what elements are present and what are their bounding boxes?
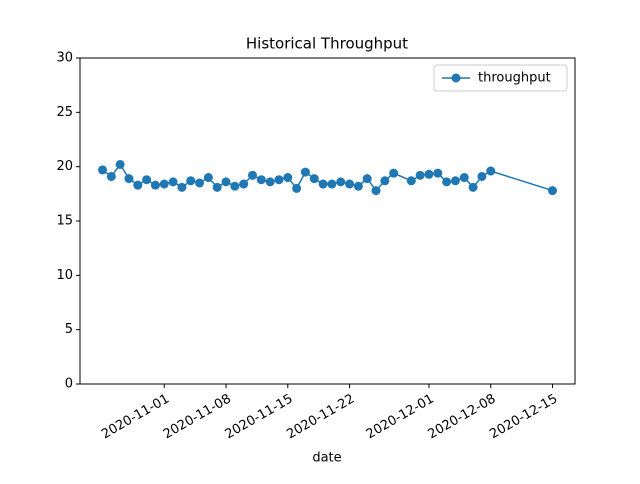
point <box>415 170 425 180</box>
point <box>477 171 487 181</box>
point <box>450 176 460 186</box>
point <box>177 182 187 192</box>
point <box>362 174 372 184</box>
plot-frame <box>79 57 576 385</box>
point <box>106 171 116 181</box>
point <box>265 177 275 187</box>
legend-box <box>433 64 568 92</box>
point <box>159 179 169 189</box>
point <box>309 174 319 184</box>
point <box>283 173 293 183</box>
point <box>406 176 416 186</box>
y-tick-label: 25 <box>56 105 73 120</box>
y-tick-label: 15 <box>56 214 73 229</box>
point <box>548 186 557 196</box>
point <box>186 176 196 186</box>
point <box>300 167 310 177</box>
point <box>389 168 399 178</box>
point <box>274 175 284 185</box>
point <box>371 186 381 196</box>
point <box>486 166 496 176</box>
y-tick-label: 10 <box>56 268 73 283</box>
y-tick-label: 0 <box>65 377 73 392</box>
point <box>433 168 443 178</box>
point <box>442 177 452 187</box>
point <box>248 170 257 180</box>
point <box>459 173 469 183</box>
chart-title: Historical Throughput <box>246 35 408 53</box>
point <box>203 173 213 183</box>
legend-marker <box>451 73 461 83</box>
point <box>468 182 478 192</box>
point <box>115 159 125 169</box>
point <box>230 181 240 191</box>
point <box>212 182 222 192</box>
point <box>168 177 178 187</box>
point <box>150 180 160 190</box>
point <box>336 177 346 187</box>
point <box>353 181 363 191</box>
point <box>133 180 143 190</box>
point <box>345 179 355 189</box>
point <box>98 165 107 175</box>
point <box>424 169 434 179</box>
y-tick-label: 30 <box>56 51 73 66</box>
point <box>239 179 249 189</box>
y-tick-label: 20 <box>56 159 73 174</box>
y-tick-label: 5 <box>65 322 73 337</box>
legend-label: throughput <box>478 71 551 86</box>
point <box>142 175 152 185</box>
x-axis-label: date <box>312 451 341 466</box>
point <box>124 174 134 184</box>
point <box>195 178 205 188</box>
point <box>318 179 328 189</box>
point <box>221 177 231 187</box>
point <box>256 175 266 185</box>
point <box>327 179 337 189</box>
point <box>292 183 302 193</box>
point <box>380 176 390 186</box>
